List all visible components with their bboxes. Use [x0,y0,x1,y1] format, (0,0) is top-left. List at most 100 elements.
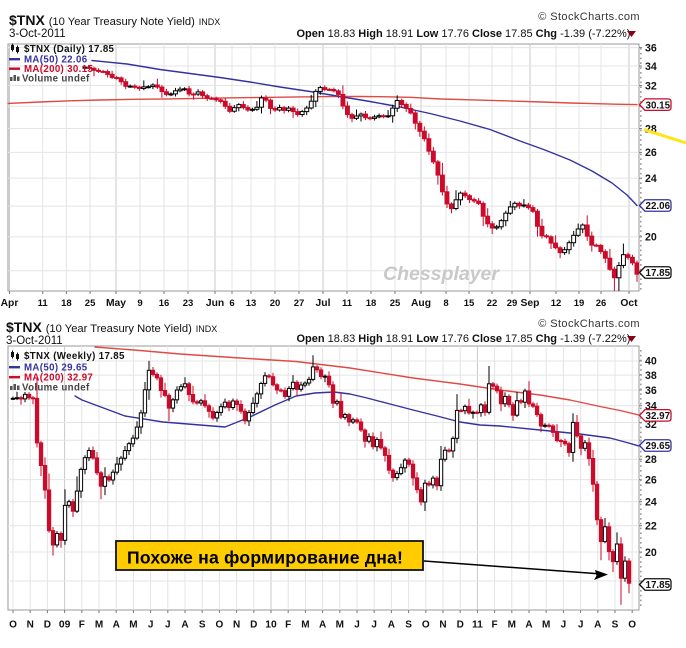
svg-text:32: 32 [645,80,657,92]
svg-text:F: F [492,620,498,631]
svg-text:O: O [9,620,17,631]
svg-text:3-Oct-2011: 3-Oct-2011 [9,28,66,40]
svg-text:18: 18 [61,298,72,309]
svg-text:S: S [405,620,412,631]
svg-text:24: 24 [645,497,657,509]
svg-text:8: 8 [443,298,448,309]
svg-text:M: M [336,620,344,631]
svg-text:S: S [612,620,619,631]
svg-text:24: 24 [645,173,657,185]
svg-text:O: O [628,620,636,631]
svg-text:MA(200) 30.15: MA(200) 30.15 [24,64,93,75]
svg-text:Open 18.83 High 18.91 Low 17: Open 18.83 High 18.91 Low 17.76 Close 17… [297,28,631,40]
svg-text:O: O [216,620,224,631]
svg-text:M: M [95,620,103,631]
svg-text:27: 27 [294,298,305,309]
svg-text:18: 18 [366,298,377,309]
svg-text:Aug: Aug [411,298,431,309]
svg-text:MA(50) 22.06: MA(50) 22.06 [24,55,88,66]
svg-text:© StockCharts.com: © StockCharts.com [538,11,640,23]
svg-text:20: 20 [645,547,657,559]
svg-text:19: 19 [574,298,585,309]
svg-text:Похоже на формирование дна!: Похоже на формирование дна! [127,548,403,568]
svg-text:28: 28 [645,454,657,466]
svg-text:38: 38 [645,370,657,382]
svg-text:20: 20 [270,298,281,309]
svg-text:17.85: 17.85 [646,580,671,591]
svg-text:MA(200) 32.97: MA(200) 32.97 [24,373,93,384]
svg-text:28: 28 [645,123,657,135]
svg-text:20: 20 [645,232,657,244]
svg-text:J: J [561,620,567,631]
svg-text:12: 12 [551,298,562,309]
svg-text:Oct: Oct [620,298,638,309]
svg-text:A: A [113,620,120,631]
svg-text:J: J [354,620,360,631]
svg-text:M: M [301,620,309,631]
svg-text:Volume undef: Volume undef [22,383,90,394]
svg-text:30.15: 30.15 [646,100,671,111]
svg-text:F: F [79,620,85,631]
svg-text:D: D [457,620,464,631]
svg-text:S: S [199,620,206,631]
svg-text:9: 9 [137,298,142,309]
svg-text:D: D [250,620,257,631]
svg-text:M: M [542,620,550,631]
svg-text:22.06: 22.06 [646,201,671,212]
svg-text:22: 22 [645,521,657,533]
svg-text:Jul: Jul [316,298,331,309]
svg-text:26: 26 [645,475,657,487]
svg-text:F: F [285,620,291,631]
svg-text:32.97: 32.97 [646,411,671,422]
svg-text:09: 09 [59,620,71,631]
svg-text:Jun: Jun [206,298,224,309]
svg-text:34: 34 [645,401,657,413]
svg-text:25: 25 [85,298,96,309]
svg-text:MA(50) 29.65: MA(50) 29.65 [24,363,88,374]
svg-text:A: A [388,620,395,631]
svg-text:J: J [165,620,171,631]
svg-text:17.85: 17.85 [646,268,671,279]
svg-text:Sep: Sep [521,298,540,309]
svg-text:M: M [508,620,516,631]
svg-text:Volume undef: Volume undef [22,74,90,85]
svg-text:D: D [44,620,51,631]
svg-text:N: N [233,620,240,631]
svg-text:Open 18.83 High 18.91 Low 17: Open 18.83 High 18.91 Low 17.76 Close 17… [297,333,631,345]
svg-text:36: 36 [645,42,657,54]
svg-text:32: 32 [645,419,657,431]
svg-text:26: 26 [645,147,657,159]
svg-text:13: 13 [246,298,257,309]
svg-text:$TNX (10 Year Treasury Note Yi: $TNX (10 Year Treasury Note Yield) INDX [9,12,220,28]
svg-text:O: O [422,620,430,631]
svg-text:26: 26 [596,298,607,309]
svg-text:A: A [525,620,532,631]
svg-text:25: 25 [390,298,401,309]
svg-text:6: 6 [229,298,234,309]
svg-text:J: J [578,620,584,631]
svg-text:11: 11 [472,620,483,631]
svg-text:3-Oct-2011: 3-Oct-2011 [6,335,63,347]
svg-text:11: 11 [38,298,49,309]
svg-text:© StockCharts.com: © StockCharts.com [538,318,640,330]
svg-text:May: May [106,298,126,309]
svg-text:11: 11 [342,298,353,309]
svg-text:40: 40 [645,356,657,368]
svg-text:29.65: 29.65 [646,441,671,452]
svg-text:23: 23 [183,298,194,309]
svg-text:N: N [439,620,446,631]
svg-text:A: A [319,620,326,631]
svg-text:22: 22 [487,298,498,309]
svg-text:Apr: Apr [1,298,19,309]
svg-text:M: M [129,620,137,631]
svg-text:Chessplayer: Chessplayer [383,263,500,285]
svg-text:$TNX (10 Year Treasury Note Yi: $TNX (10 Year Treasury Note Yield) INDX [6,319,217,335]
svg-text:16: 16 [159,298,170,309]
svg-text:10: 10 [265,620,277,631]
svg-text:15: 15 [464,298,475,309]
svg-text:A: A [181,620,188,631]
svg-text:$TNX (Weekly) 17.85: $TNX (Weekly) 17.85 [24,351,125,362]
svg-text:N: N [27,620,34,631]
svg-text:36: 36 [645,385,657,397]
svg-text:$TNX (Daily) 17.85: $TNX (Daily) 17.85 [24,44,115,55]
